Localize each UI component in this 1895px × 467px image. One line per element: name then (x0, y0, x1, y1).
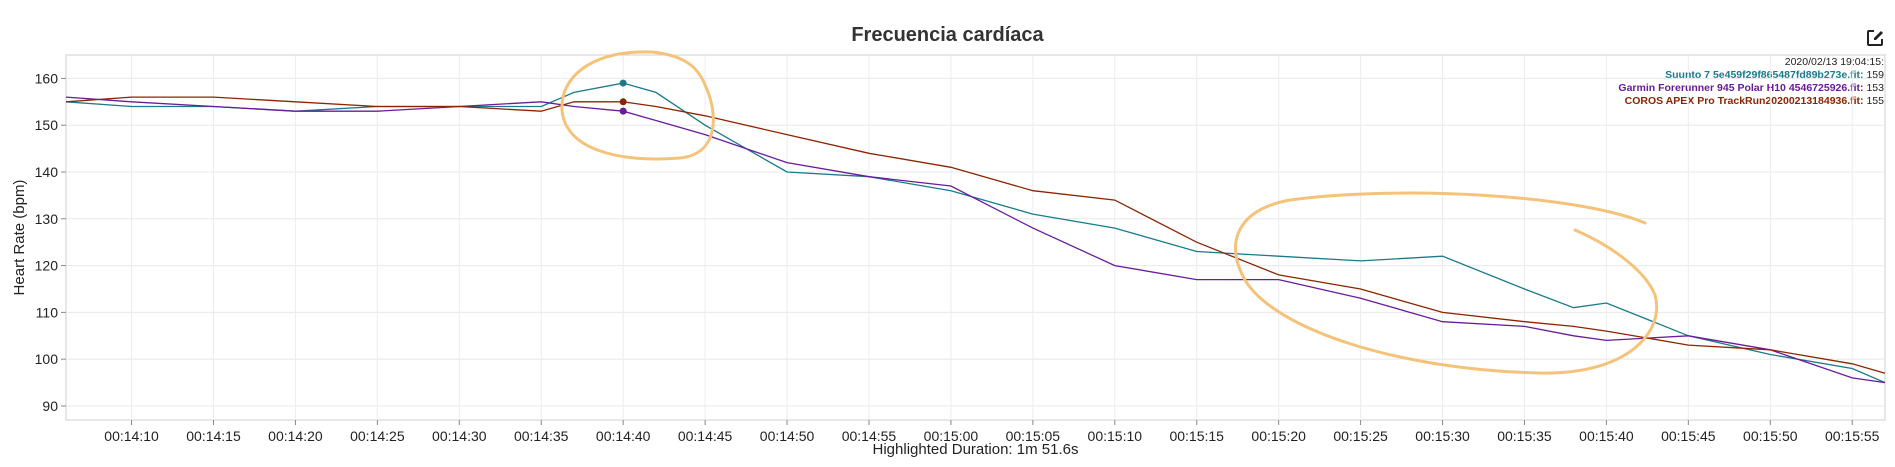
series-line (65, 96, 1886, 374)
x-tick-label: 00:15:35 (1497, 428, 1552, 444)
x-tick-label: 00:15:00 (924, 428, 979, 444)
y-tick-label: 100 (35, 351, 59, 367)
x-tick-label: 00:15:25 (1333, 428, 1388, 444)
x-axis-title: Highlighted Duration: 1m 51.6s (873, 441, 1079, 458)
y-tick-label: 150 (35, 117, 59, 133)
edit-icon[interactable] (1865, 28, 1885, 48)
x-tick-label: 00:14:50 (760, 428, 815, 444)
x-tick-label: 00:14:55 (842, 428, 897, 444)
legend-entry: Garmin Forerunner 945 Polar H10 45467259… (1618, 82, 1884, 95)
legend-series-value: 153 (1866, 82, 1884, 94)
chart-legend: 2020/02/13 19:04:15: Suunto 7 5e459f29f8… (1618, 56, 1884, 108)
legend-series-value: 155 (1866, 95, 1884, 107)
series-line (65, 96, 1886, 384)
series-line (65, 82, 1886, 384)
y-tick-label: 130 (35, 211, 59, 227)
x-tick-label: 00:15:50 (1743, 428, 1798, 444)
x-tick-label: 00:14:25 (350, 428, 405, 444)
plot-area (65, 54, 1886, 421)
x-tick-label: 00:15:55 (1825, 428, 1880, 444)
x-tick-label: 00:15:20 (1251, 428, 1306, 444)
x-tick-label: 00:14:20 (268, 428, 323, 444)
x-tick-label: 00:15:10 (1088, 428, 1143, 444)
y-axis-title: Heart Rate (bpm) (11, 180, 28, 296)
highlight-point (619, 107, 627, 115)
annotation-circle (1234, 191, 1659, 375)
x-tick-label: 00:14:35 (514, 428, 569, 444)
y-tick-label: 160 (35, 70, 59, 86)
x-tick-label: 00:14:45 (678, 428, 733, 444)
x-tick-label: 00:14:30 (432, 428, 487, 444)
x-tick-label: 00:15:30 (1415, 428, 1470, 444)
y-tick-label: 140 (35, 164, 59, 180)
y-tick-label: 120 (35, 258, 59, 274)
x-tick-label: 00:15:45 (1661, 428, 1716, 444)
y-tick-label: 90 (42, 398, 58, 414)
x-tick-label: 00:15:40 (1579, 428, 1634, 444)
highlight-point (619, 98, 627, 106)
chart-title: Frecuencia cardíaca (851, 24, 1044, 46)
legend-series-name: COROS APEX Pro TrackRun20200213184936.fi… (1624, 95, 1864, 107)
x-tick-label: 00:15:05 (1006, 428, 1061, 444)
edit-icon-graphic (1867, 30, 1883, 46)
legend-timestamp: 2020/02/13 19:04:15: (1784, 56, 1884, 68)
x-tick-label: 00:14:15 (186, 428, 241, 444)
annotation-circle (560, 50, 715, 161)
highlight-point (619, 79, 627, 87)
y-tick-label: 110 (36, 304, 59, 320)
x-tick-label: 00:14:40 (596, 428, 651, 444)
legend-entry: COROS APEX Pro TrackRun20200213184936.fi… (1618, 95, 1884, 108)
x-tick-label: 00:15:15 (1169, 428, 1224, 444)
x-tick-label: 00:14:10 (104, 428, 159, 444)
legend-series-name: Garmin Forerunner 945 Polar H10 45467259… (1618, 82, 1864, 94)
